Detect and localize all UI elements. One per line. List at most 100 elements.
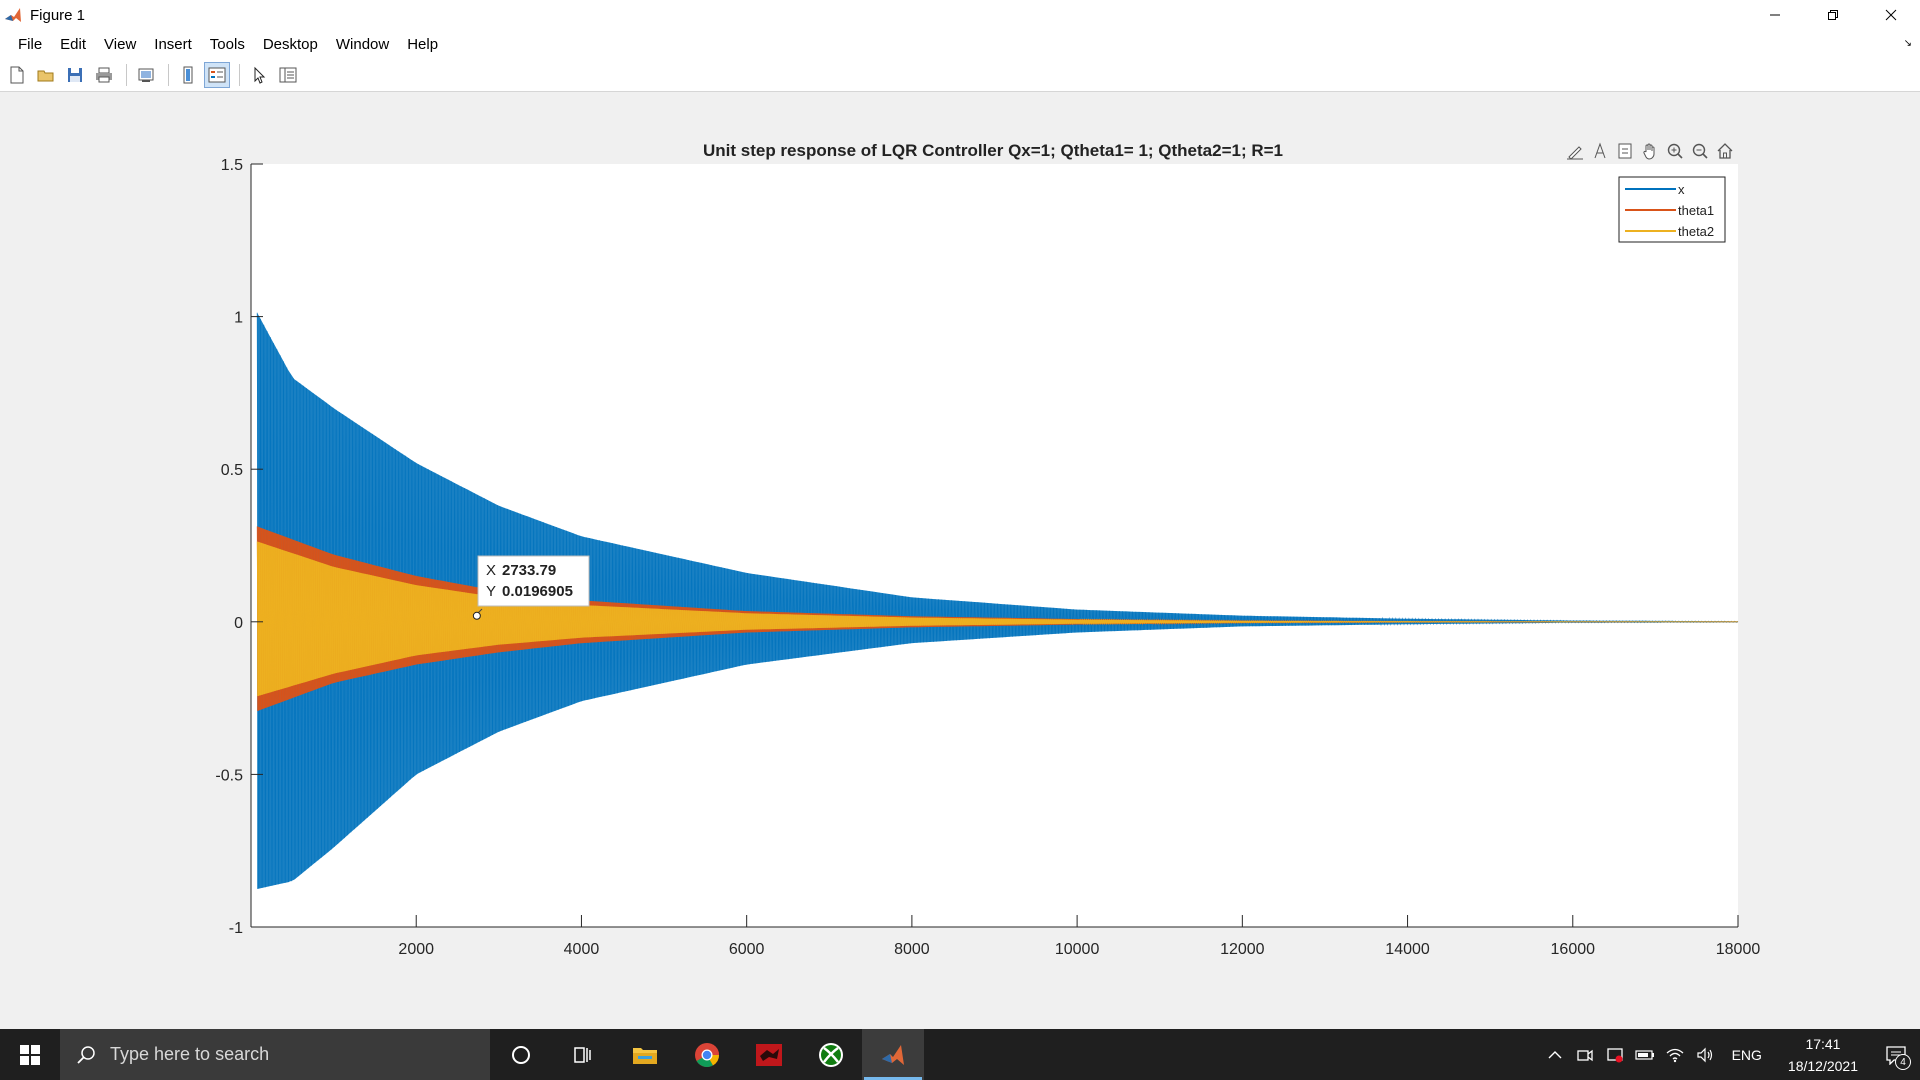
new-figure-icon — [10, 66, 24, 83]
volume-button[interactable] — [1690, 1029, 1720, 1080]
task-view-icon — [574, 1046, 591, 1063]
restore-button[interactable] — [1804, 0, 1862, 30]
meet-now-button[interactable] — [1570, 1029, 1600, 1080]
insert-colorbar-icon — [183, 66, 193, 83]
datatip-marker[interactable] — [472, 611, 481, 620]
y-tick-label: 1.5 — [221, 157, 243, 174]
legend-label-theta1: theta1 — [1678, 203, 1714, 218]
insert-legend-icon — [208, 67, 226, 82]
close-button[interactable] — [1862, 0, 1920, 30]
security-tray-button[interactable] — [1600, 1029, 1630, 1080]
menu-tools[interactable]: Tools — [209, 35, 245, 53]
save-icon — [68, 67, 82, 82]
menu-edit[interactable]: Edit — [60, 35, 87, 53]
red-app-icon — [756, 1043, 782, 1066]
red-app-button[interactable] — [738, 1029, 800, 1080]
minimize-button[interactable] — [1746, 0, 1804, 30]
datatip-y-label: Y — [486, 583, 496, 600]
save-button[interactable] — [62, 62, 88, 88]
matlab-logo-icon — [4, 6, 22, 24]
menu-help[interactable]: Help — [407, 35, 439, 53]
clock[interactable]: 17:41 18/12/2021 — [1774, 1033, 1872, 1077]
figure-canvas: 2000 4000 6000 8000 10000 12000 14000 16000 1800… — [0, 93, 1920, 1029]
zoom-in-icon — [1667, 143, 1683, 159]
x-tick-label: 2000 — [398, 941, 434, 958]
menu-window[interactable]: Window — [335, 35, 390, 53]
menu-insert[interactable]: Insert — [154, 35, 192, 53]
link-plot-button[interactable] — [133, 62, 159, 88]
chevron-up-icon — [1548, 1050, 1562, 1058]
toolbar-separator — [239, 63, 240, 86]
export-button[interactable] — [1612, 140, 1637, 162]
series-x-line — [256, 312, 1739, 889]
series-theta2 — [256, 541, 1739, 697]
property-inspector-button[interactable] — [275, 62, 301, 88]
zoom-out-button[interactable] — [1687, 140, 1712, 162]
matlab-taskbar-button[interactable] — [862, 1029, 924, 1080]
x-tick-label: 4000 — [564, 941, 600, 958]
chart-title: Unit step response of LQR Controller Qx=… — [703, 141, 1283, 160]
axes-layer: 2000 4000 6000 8000 10000 12000 14000 16000 1800… — [215, 157, 1760, 958]
y-tick-label: 1 — [234, 310, 243, 327]
edit-plot-icon — [254, 66, 266, 84]
window-title: Figure 1 — [30, 6, 86, 24]
notification-center-button[interactable]: 4 — [1872, 1029, 1920, 1080]
file-explorer-button[interactable] — [614, 1029, 676, 1080]
home-button[interactable] — [1712, 140, 1737, 162]
pan-icon — [1642, 143, 1654, 160]
brush-icon — [1566, 146, 1583, 160]
minimize-icon — [1770, 14, 1780, 16]
file-explorer-icon — [633, 1047, 657, 1064]
data-tips-button[interactable] — [1587, 140, 1612, 162]
chrome-button[interactable] — [676, 1029, 738, 1080]
xbox-icon — [819, 1042, 843, 1067]
axes-toolbar — [1562, 140, 1737, 162]
legend[interactable]: x theta1 theta2 — [1618, 176, 1726, 243]
print-button[interactable] — [91, 62, 117, 88]
menu-view[interactable]: View — [104, 35, 137, 53]
toolbar-separator — [168, 63, 169, 86]
taskbar-search-box[interactable]: Type here to search — [60, 1029, 490, 1080]
restore-icon — [1828, 10, 1838, 20]
series-theta2-line — [256, 541, 1739, 697]
network-button[interactable] — [1660, 1029, 1690, 1080]
dock-arrow-icon[interactable]: ↘ — [1903, 38, 1912, 49]
pan-button[interactable] — [1637, 140, 1662, 162]
x-tick-label: 18000 — [1716, 941, 1761, 958]
xbox-button[interactable] — [800, 1029, 862, 1080]
menu-file[interactable]: File — [18, 35, 43, 53]
start-button[interactable] — [0, 1029, 60, 1080]
print-icon — [96, 67, 112, 82]
menu-desktop[interactable]: Desktop — [262, 35, 318, 53]
zoom-out-icon — [1692, 143, 1708, 159]
x-tick-label: 8000 — [894, 941, 930, 958]
property-inspector-icon — [279, 67, 297, 82]
legend-label-x: x — [1678, 182, 1685, 197]
search-icon — [77, 1045, 95, 1064]
link-plot-icon — [138, 68, 154, 82]
input-language[interactable]: ENG — [1731, 1046, 1762, 1063]
menu-bar: File Edit View Insert Tools Desktop Wind… — [0, 30, 1920, 58]
cortana-button[interactable] — [490, 1029, 552, 1080]
edit-plot-button[interactable] — [246, 62, 272, 88]
datatip[interactable]: X 2733.79 Y 0.0196905 — [472, 555, 590, 620]
battery-button[interactable] — [1630, 1029, 1660, 1080]
cortana-icon — [512, 1045, 530, 1064]
x-tick-label: 6000 — [729, 941, 765, 958]
new-figure-button[interactable] — [4, 62, 30, 88]
search-placeholder: Type here to search — [110, 1044, 270, 1064]
datatip-x-label: X — [486, 562, 496, 579]
plot-area[interactable]: 2000 4000 6000 8000 10000 12000 14000 16000 1800… — [0, 93, 1920, 1029]
insert-colorbar-button[interactable] — [175, 62, 201, 88]
open-icon — [37, 70, 54, 81]
open-button[interactable] — [33, 62, 59, 88]
show-hidden-icons-button[interactable] — [1540, 1029, 1570, 1080]
window-titlebar: Figure 1 — [0, 0, 1920, 30]
brush-button[interactable] — [1562, 140, 1587, 162]
zoom-in-button[interactable] — [1662, 140, 1687, 162]
matlab-icon — [882, 1044, 904, 1065]
insert-legend-button[interactable] — [204, 61, 230, 88]
task-view-button[interactable] — [552, 1029, 614, 1080]
battery-icon — [1634, 1049, 1654, 1060]
datatip-box — [477, 555, 590, 607]
